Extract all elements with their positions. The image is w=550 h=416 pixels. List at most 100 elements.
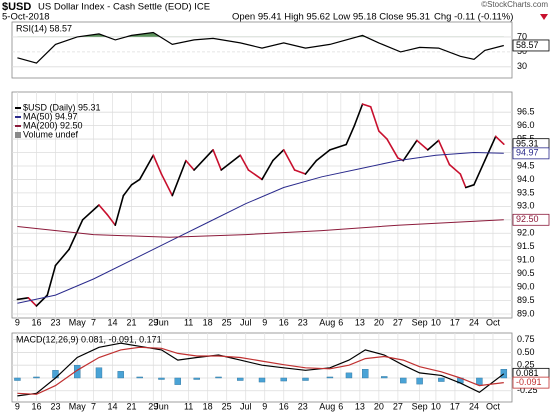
y-tick-label: 94.0 <box>517 174 535 184</box>
histogram-bar <box>74 365 81 379</box>
y-tick-label: 92.0 <box>517 228 535 238</box>
price-segment <box>138 154 155 181</box>
down-arrow <box>540 14 548 20</box>
legend-text: MA(200) 92.50 <box>23 120 83 130</box>
x-tick-label: 27 <box>393 317 403 327</box>
x-tick-label: 24 <box>469 401 479 411</box>
price-segment <box>212 149 223 171</box>
histogram-bar <box>326 376 334 379</box>
y-tick-label: 0.75 <box>517 334 535 344</box>
value-box-label: 58.57 <box>516 40 539 50</box>
x-tick-label: 9 <box>15 401 20 411</box>
x-tick-label: Jul <box>240 401 252 411</box>
price-segment <box>247 169 263 181</box>
histogram-bar <box>117 371 124 379</box>
histogram-bar <box>258 377 266 383</box>
legend-swatch <box>15 132 21 138</box>
x-tick-label: 11 <box>184 401 193 411</box>
price-segment <box>54 248 70 267</box>
price-segment <box>345 124 356 146</box>
price-segment <box>361 103 372 108</box>
price-segment <box>465 184 475 189</box>
x-tick-label: 10 <box>431 401 441 411</box>
symbol: $USD <box>2 1 31 13</box>
series-line <box>17 151 504 304</box>
x-tick-label: 11 <box>184 317 193 327</box>
value-box <box>512 213 550 226</box>
histogram-bar <box>345 372 353 379</box>
x-tick-label: 27 <box>393 401 403 411</box>
price-segment <box>304 159 318 175</box>
histogram-bar <box>158 377 165 380</box>
series-line <box>17 346 504 395</box>
x-tick-label: 9 <box>262 317 267 327</box>
x-tick-label: 25 <box>222 401 232 411</box>
histogram-bar <box>381 376 388 379</box>
histogram-bar <box>400 377 407 384</box>
price-segment <box>81 204 100 221</box>
price-segment <box>261 159 274 181</box>
x-tick-label: Sep <box>412 401 428 411</box>
value-box-label: 94.97 <box>516 148 539 158</box>
x-tick-label: 17 <box>450 401 460 411</box>
date: 5-Oct-2018 <box>2 12 50 23</box>
value-box-label: 0.081 <box>516 368 539 378</box>
y-tick-label: 91.0 <box>517 255 535 265</box>
legend-text: Volume undef <box>23 129 79 139</box>
price-segment <box>106 213 117 226</box>
price-segment <box>437 139 451 166</box>
price-segment <box>282 149 296 171</box>
y-tick-label: 96.5 <box>517 107 535 117</box>
x-tick-label: May <box>69 401 87 411</box>
x-tick-label: Jun <box>154 317 169 327</box>
x-tick-label: 16 <box>279 401 289 411</box>
change: Chg -0.11 (-0.11%) <box>434 12 513 23</box>
histogram-bar <box>215 376 222 379</box>
y-tick-label: 30 <box>517 61 527 71</box>
price-segment <box>272 149 285 162</box>
price-segment <box>386 138 399 159</box>
x-tick-label: Aug <box>319 317 335 327</box>
price-segment <box>329 143 348 151</box>
x-tick-label: 23 <box>298 317 308 327</box>
histogram-bar <box>237 377 244 381</box>
x-tick-label: 9 <box>15 317 20 327</box>
x-tick-label: 21 <box>127 317 137 327</box>
x-tick-label: 14 <box>108 317 118 327</box>
price-segment <box>68 218 84 251</box>
panel-frame <box>11 91 513 319</box>
x-tick-label: 24 <box>469 317 479 327</box>
price-segment <box>193 149 214 171</box>
x-tick-label: 14 <box>108 401 118 411</box>
price-segment <box>402 139 418 162</box>
y-tick-label: 96.0 <box>517 120 535 130</box>
price-segment <box>473 159 486 186</box>
x-tick-label: 16 <box>31 317 41 327</box>
panel-frame <box>11 21 513 79</box>
y-tick-label: 89.5 <box>517 295 535 305</box>
x-tick-label: 13 <box>355 317 365 327</box>
series-line <box>17 219 504 238</box>
x-tick-label: 6 <box>338 317 343 327</box>
histogram-bar <box>438 377 445 382</box>
histogram-bar <box>500 369 508 379</box>
x-tick-label: 23 <box>50 401 60 411</box>
price-segment <box>353 103 364 127</box>
y-tick-label: 91.5 <box>517 241 535 251</box>
price-segment <box>369 105 380 132</box>
histogram-bar <box>14 377 21 381</box>
price-segment <box>484 135 497 162</box>
y-tick-label: 0.25 <box>517 360 535 370</box>
instrument-name: US Dollar Index - Cash Settle (EOD) ICE <box>38 2 210 13</box>
credit: ©StockCharts.com <box>481 0 548 9</box>
legend-text: MACD(12,26,9) 0.081, -0.091, 0.171 <box>16 334 162 344</box>
x-tick-label: 10 <box>431 317 441 327</box>
legend-text: MA(50) 94.97 <box>23 111 78 121</box>
x-tick-label: 29 <box>148 401 158 411</box>
value-box <box>512 376 550 389</box>
price-segment <box>378 130 388 140</box>
x-tick-label: 13 <box>355 401 365 411</box>
x-tick-label: 7 <box>91 401 96 411</box>
x-tick-label: 25 <box>222 317 232 327</box>
